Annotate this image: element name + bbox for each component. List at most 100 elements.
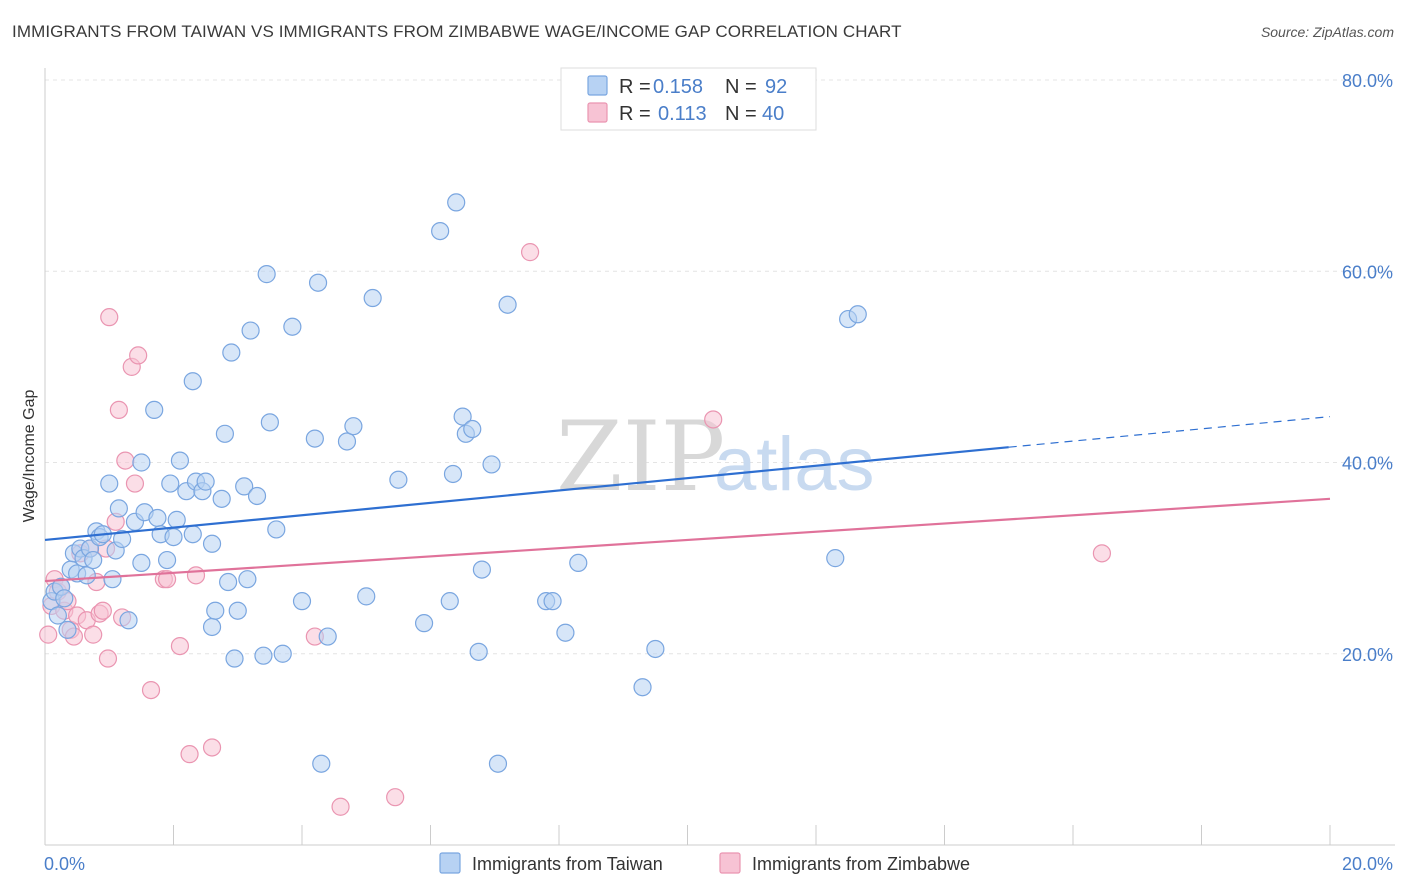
point-taiwan-37 xyxy=(183,525,202,544)
point-zimbabwe-16 xyxy=(93,601,112,620)
point-taiwan-80 xyxy=(482,455,501,474)
point-zimbabwe-27 xyxy=(141,680,161,700)
legend-r-label-zimbabwe: R = xyxy=(619,103,651,125)
y-tick-label-0: 20.0% xyxy=(1342,645,1393,665)
point-taiwan-56 xyxy=(260,413,279,432)
legend-swatch-zimbabwe xyxy=(587,102,608,123)
point-taiwan-65 xyxy=(337,432,357,451)
point-taiwan-24 xyxy=(132,553,151,573)
point-taiwan-63 xyxy=(312,754,331,773)
point-taiwan-64 xyxy=(318,627,337,646)
point-taiwan-31 xyxy=(161,474,180,493)
point-taiwan-68 xyxy=(363,288,382,308)
point-taiwan-20 xyxy=(109,499,128,518)
point-zimbabwe-0 xyxy=(39,625,58,644)
point-taiwan-27 xyxy=(145,400,164,420)
point-taiwan-13 xyxy=(84,550,103,570)
point-taiwan-17 xyxy=(100,474,119,493)
point-taiwan-57 xyxy=(267,520,286,539)
point-taiwan-61 xyxy=(305,429,324,448)
point-taiwan-77 xyxy=(463,419,482,439)
point-taiwan-52 xyxy=(241,321,260,340)
point-taiwan-53 xyxy=(247,486,267,506)
trend-line-zimbabwe xyxy=(44,497,1331,583)
point-zimbabwe-23 xyxy=(116,451,135,470)
axes xyxy=(44,68,1395,846)
point-taiwan-70 xyxy=(414,614,434,633)
point-taiwan-43 xyxy=(206,601,225,620)
y-tick-labels: 20.0% 40.0% 60.0% 80.0% xyxy=(1342,71,1393,665)
watermark: ZIP atlas xyxy=(556,401,875,513)
point-taiwan-41 xyxy=(202,617,222,637)
point-taiwan-81 xyxy=(488,754,508,773)
point-zimbabwe-19 xyxy=(100,308,119,327)
legend-n-label-zimbabwe: N = xyxy=(725,103,757,125)
y-axis-label: Wage/Income Gap xyxy=(21,390,38,523)
x-tick-label-0: 0.0% xyxy=(44,854,85,874)
point-taiwan-22 xyxy=(119,611,138,630)
point-taiwan-71 xyxy=(431,221,450,241)
point-taiwan-72 xyxy=(440,592,459,611)
series-taiwan-points xyxy=(42,193,867,773)
point-zimbabwe-31 xyxy=(180,745,199,764)
point-taiwan-32 xyxy=(164,527,183,547)
point-taiwan-47 xyxy=(222,343,241,362)
point-taiwan-4 xyxy=(55,589,74,608)
point-taiwan-69 xyxy=(389,470,408,489)
correlation-legend: R = 0.158 N = 92 R = 0.113 N = 40 xyxy=(560,67,817,131)
point-taiwan-51 xyxy=(238,570,257,589)
point-taiwan-62 xyxy=(308,273,328,292)
point-taiwan-66 xyxy=(344,417,363,436)
legend-r-value-zimbabwe: 0.113 xyxy=(658,103,707,125)
point-taiwan-30 xyxy=(157,550,177,570)
point-zimbabwe-33 xyxy=(202,738,222,757)
point-zimbabwe-13 xyxy=(84,625,103,644)
legend-swatch-taiwan xyxy=(587,75,608,96)
point-taiwan-49 xyxy=(228,601,247,620)
point-zimbabwe-36 xyxy=(386,788,405,807)
point-taiwan-88 xyxy=(646,639,665,659)
trend-lines xyxy=(44,416,1331,583)
chart-title: IMMIGRANTS FROM TAIWAN VS IMMIGRANTS FRO… xyxy=(12,22,902,41)
point-zimbabwe-32 xyxy=(186,566,206,585)
point-zimbabwe-39 xyxy=(1092,544,1112,563)
point-zimbabwe-30 xyxy=(170,636,190,656)
legend-n-label-taiwan: N = xyxy=(725,76,757,98)
point-zimbabwe-37 xyxy=(520,243,540,262)
point-taiwan-40 xyxy=(196,472,215,491)
bottom-legend-swatch-zimbabwe xyxy=(719,852,741,874)
point-taiwan-44 xyxy=(212,489,231,508)
bottom-legend-swatch-taiwan xyxy=(439,852,461,874)
point-taiwan-60 xyxy=(292,592,312,611)
point-taiwan-84 xyxy=(543,592,562,611)
point-taiwan-21 xyxy=(112,529,132,549)
point-taiwan-50 xyxy=(235,477,254,496)
point-zimbabwe-35 xyxy=(331,797,350,816)
point-taiwan-5 xyxy=(58,620,77,639)
chart-source: Source: ZipAtlas.com xyxy=(1260,24,1394,40)
x-tick-labels: 0.0% 20.0% xyxy=(44,854,1393,874)
point-zimbabwe-18 xyxy=(98,649,118,668)
point-taiwan-28 xyxy=(148,508,167,528)
point-taiwan-11 xyxy=(77,566,96,585)
legend-r-label-taiwan: R = xyxy=(619,76,651,98)
point-taiwan-82 xyxy=(498,295,517,314)
point-zimbabwe-38 xyxy=(704,410,723,429)
point-taiwan-55 xyxy=(257,265,276,284)
watermark-atlas: atlas xyxy=(714,422,875,507)
point-taiwan-48 xyxy=(225,649,244,668)
point-taiwan-46 xyxy=(219,572,238,592)
legend-n-value-taiwan: 92 xyxy=(765,76,787,98)
point-zimbabwe-26 xyxy=(129,346,148,365)
point-taiwan-18 xyxy=(103,570,122,589)
bottom-legend-label-taiwan: Immigrants from Taiwan xyxy=(472,854,663,874)
series-legend: Immigrants from Taiwan Immigrants from Z… xyxy=(439,852,970,874)
point-taiwan-25 xyxy=(132,453,151,472)
point-taiwan-89 xyxy=(826,549,845,568)
x-tick-label-1: 20.0% xyxy=(1342,854,1393,874)
point-taiwan-45 xyxy=(215,424,234,443)
point-taiwan-59 xyxy=(283,317,302,336)
y-tick-label-1: 40.0% xyxy=(1342,454,1393,474)
point-taiwan-86 xyxy=(569,553,588,573)
